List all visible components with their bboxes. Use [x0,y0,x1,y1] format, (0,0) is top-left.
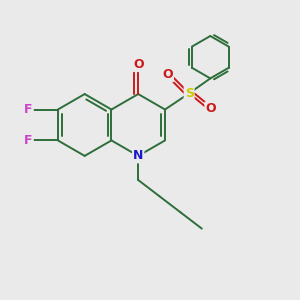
Text: N: N [133,149,143,162]
Text: O: O [162,68,173,81]
Text: O: O [205,102,216,116]
Text: F: F [24,134,33,147]
Text: O: O [133,58,143,71]
Text: S: S [184,87,194,100]
Text: F: F [24,103,33,116]
